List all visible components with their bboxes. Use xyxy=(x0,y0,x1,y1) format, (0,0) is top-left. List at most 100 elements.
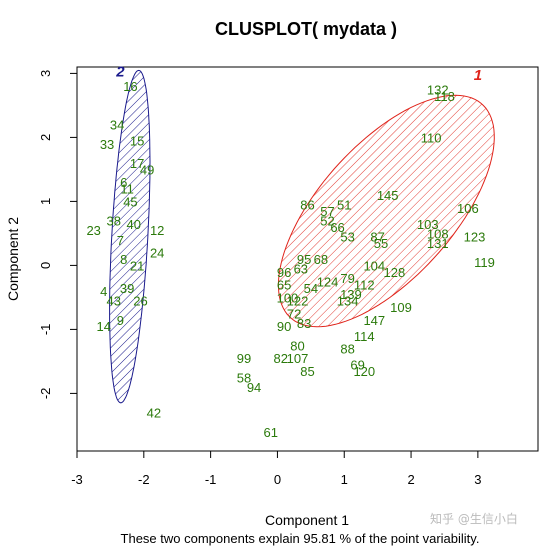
point-label: 21 xyxy=(130,258,144,273)
point-label: 63 xyxy=(294,262,308,277)
point-label: 83 xyxy=(297,316,311,331)
point-label: 26 xyxy=(133,294,147,309)
x-tick-label: -2 xyxy=(138,472,150,487)
point-label: 128 xyxy=(384,265,406,280)
point-label: 40 xyxy=(127,217,141,232)
point-label: 86 xyxy=(300,198,314,213)
y-tick-label: 3 xyxy=(38,70,53,77)
cluster-ellipses: 12 xyxy=(109,64,495,404)
x-tick-label: -1 xyxy=(205,472,217,487)
y-tick-label: 0 xyxy=(38,262,53,269)
point-label: 96 xyxy=(277,265,291,280)
point-label: 131 xyxy=(427,236,449,251)
x-tick-label: 2 xyxy=(407,472,414,487)
point-label: 103 xyxy=(417,217,439,232)
point-label: 94 xyxy=(247,380,261,395)
point-label: 49 xyxy=(140,162,154,177)
point-label: 69 xyxy=(350,358,364,373)
point-label: 120 xyxy=(353,364,375,379)
point-label: 100 xyxy=(277,290,299,305)
variability-caption: These two components explain 95.81 % of … xyxy=(121,531,480,546)
y-tick-label: 1 xyxy=(38,198,53,205)
point-label: 17 xyxy=(130,156,144,171)
point-label: 11 xyxy=(120,182,134,197)
point-label: 114 xyxy=(354,329,375,344)
cluster-ellipse-2 xyxy=(109,69,151,404)
point-label: 66 xyxy=(330,220,344,235)
x-tick-label: 0 xyxy=(274,472,281,487)
point-label: 79 xyxy=(340,271,354,286)
point-label: 132 xyxy=(427,82,449,97)
point-label: 147 xyxy=(363,313,385,328)
y-tick-label: -1 xyxy=(38,324,53,336)
point-label: 15 xyxy=(130,134,144,149)
point-label: 72 xyxy=(287,306,301,321)
point-label: 9 xyxy=(117,313,124,328)
point-label: 6 xyxy=(120,175,127,190)
point-label: 42 xyxy=(147,406,161,421)
point-label: 39 xyxy=(120,281,134,296)
cluster-label-1: 1 xyxy=(474,67,482,84)
chart-title: CLUSPLOT( mydata ) xyxy=(215,19,397,39)
point-label: 124 xyxy=(317,274,339,289)
point-label: 8 xyxy=(120,252,127,267)
point-label: 104 xyxy=(363,258,385,273)
point-label: 34 xyxy=(110,118,124,133)
point-label: 4 xyxy=(100,284,107,299)
point-label: 85 xyxy=(300,364,314,379)
point-label: 118 xyxy=(434,89,455,104)
x-tick-label: 3 xyxy=(474,472,481,487)
y-tick-label: -2 xyxy=(38,388,53,400)
point-label: 53 xyxy=(340,230,354,245)
y-axis-label: Component 2 xyxy=(5,217,21,301)
point-label: 99 xyxy=(237,351,251,366)
point-label: 95 xyxy=(297,252,311,267)
point-label: 139 xyxy=(340,287,362,302)
point-label: 24 xyxy=(150,246,164,261)
point-label: 33 xyxy=(100,137,114,152)
point-label: 88 xyxy=(340,342,354,357)
point-label: 38 xyxy=(107,214,121,229)
point-label: 52 xyxy=(320,214,334,229)
x-tick-label: -3 xyxy=(71,472,83,487)
point-label: 122 xyxy=(287,294,309,309)
point-label: 45 xyxy=(123,194,137,209)
point-label: 16 xyxy=(123,79,137,94)
point-label: 65 xyxy=(277,278,291,293)
cluster-label-2: 2 xyxy=(115,64,125,81)
x-axis: -3 -2 -1 0 1 2 3 xyxy=(71,450,481,487)
point-label: 82 xyxy=(274,351,288,366)
point-label: 55 xyxy=(374,236,388,251)
point-label: 90 xyxy=(277,319,291,334)
point-label: 112 xyxy=(354,278,375,293)
point-label: 145 xyxy=(377,188,399,203)
point-label: 12 xyxy=(150,223,164,238)
y-axis: -2 -1 0 1 2 3 xyxy=(38,70,78,400)
point-label: 51 xyxy=(337,198,351,213)
point-label: 109 xyxy=(390,300,412,315)
point-label: 43 xyxy=(107,294,121,309)
point-label: 68 xyxy=(314,252,328,267)
point-label: 58 xyxy=(237,370,251,385)
y-tick-label: 2 xyxy=(38,134,53,141)
point-label: 7 xyxy=(117,233,124,248)
point-label: 108 xyxy=(427,226,449,241)
point-label: 57 xyxy=(320,204,334,219)
point-label: 54 xyxy=(304,281,318,296)
x-tick-label: 1 xyxy=(341,472,348,487)
point-label: 107 xyxy=(287,351,309,366)
point-label: 61 xyxy=(264,425,278,440)
point-label: 119 xyxy=(474,255,495,270)
point-label: 80 xyxy=(290,338,304,353)
point-label: 123 xyxy=(464,230,486,245)
point-label: 87 xyxy=(370,230,384,245)
watermark: 知乎 @生信小白 xyxy=(430,511,518,526)
cluster-ellipse-1 xyxy=(277,94,495,328)
point-label: 106 xyxy=(457,201,479,216)
point-label: 14 xyxy=(96,319,110,334)
x-axis-label: Component 1 xyxy=(265,512,349,528)
point-label: 134 xyxy=(337,294,359,309)
point-label: 23 xyxy=(86,223,100,238)
